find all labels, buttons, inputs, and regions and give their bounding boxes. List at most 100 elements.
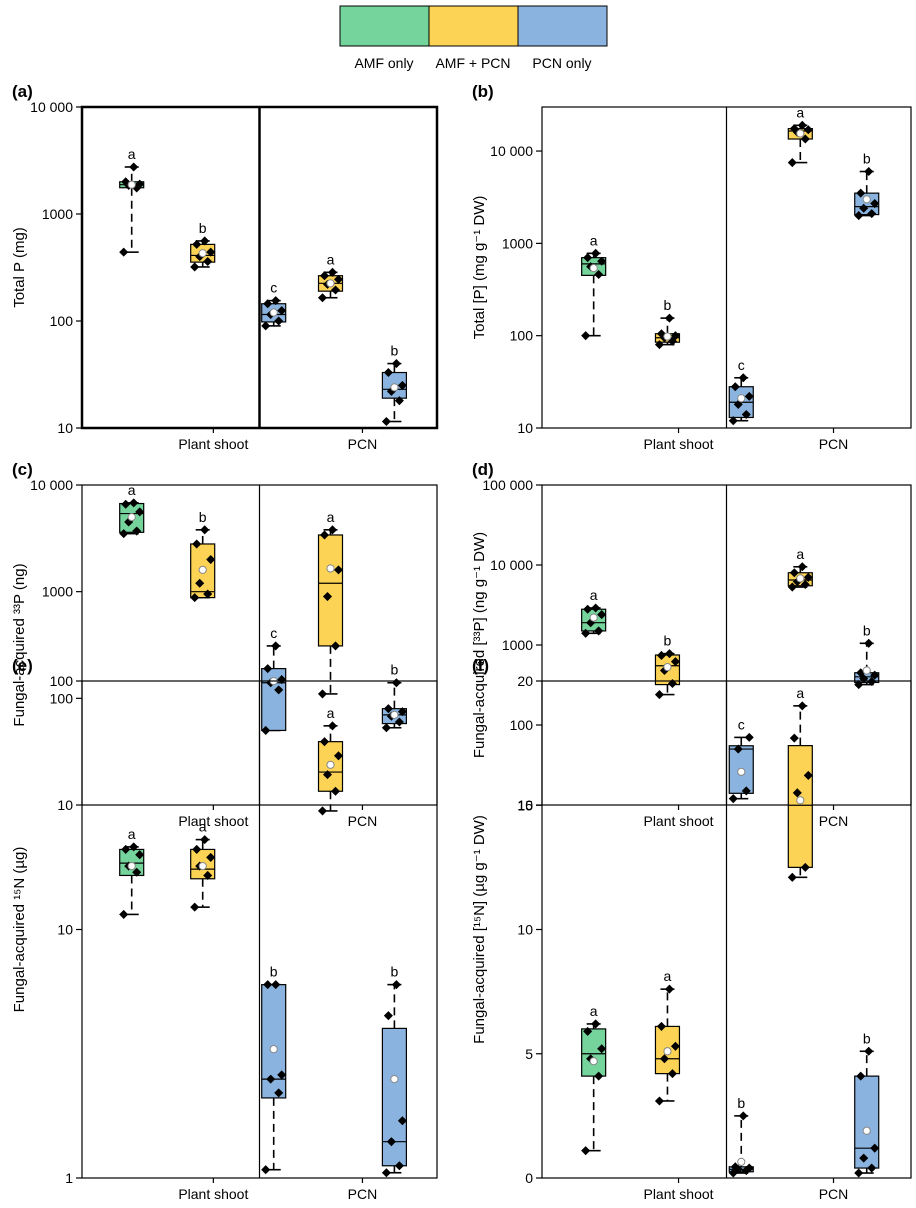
mean-marker xyxy=(589,263,598,273)
box-body xyxy=(381,1027,407,1167)
data-point xyxy=(728,794,738,804)
data-point xyxy=(591,603,601,613)
box-pcn-only-pcn: b xyxy=(381,662,407,733)
data-point xyxy=(190,262,200,272)
data-point xyxy=(381,416,391,427)
significance-letter: b xyxy=(863,1030,871,1046)
box-pcn-only-shoot: c xyxy=(728,357,754,426)
data-point xyxy=(261,725,271,735)
data-point xyxy=(854,1168,864,1178)
significance-letter: b xyxy=(737,1095,745,1111)
data-point xyxy=(664,984,674,994)
data-point xyxy=(129,498,139,508)
mean-marker xyxy=(127,180,136,189)
y-tick-label: 1000 xyxy=(502,235,533,251)
x-tick-label: PCN xyxy=(819,1186,849,1202)
data-point xyxy=(277,675,287,685)
significance-letter: c xyxy=(270,625,277,641)
data-point xyxy=(594,626,604,636)
x-tick-label: Plant shoot xyxy=(643,436,713,452)
data-point xyxy=(741,786,751,796)
data-point xyxy=(870,199,880,209)
mean-marker xyxy=(862,1126,871,1135)
data-point xyxy=(391,980,401,990)
data-point xyxy=(654,340,664,350)
data-point xyxy=(200,835,210,845)
y-tick-label: 100 000 xyxy=(482,477,533,493)
mean-marker xyxy=(390,383,399,392)
box-amf-pcn-pcn: a xyxy=(317,705,344,816)
y-tick-label: 1000 xyxy=(502,637,533,653)
legend-swatch-pcn-only xyxy=(517,5,608,47)
data-point xyxy=(854,211,864,221)
y-axis-label: Fungal-acquired ¹⁵N (µg) xyxy=(11,847,28,1013)
x-tick-label: PCN xyxy=(348,813,378,829)
mean-marker xyxy=(862,666,871,675)
data-point xyxy=(792,788,802,798)
x-tick-label: Plant shoot xyxy=(178,813,248,829)
data-point xyxy=(654,690,664,700)
y-tick-label: 20 xyxy=(517,673,533,689)
panel-c: 10 100 1000 10 000 Plant shoot PCN Fungal-acqu… xyxy=(11,460,438,829)
box-body xyxy=(854,1075,880,1169)
y-tick-label: 15 xyxy=(517,797,533,813)
y-tick-label: 10 xyxy=(57,922,73,938)
data-point xyxy=(319,530,330,540)
x-tick-label: Plant shoot xyxy=(643,1186,713,1202)
mean-marker xyxy=(127,513,136,522)
data-point xyxy=(864,638,874,648)
data-point xyxy=(319,737,330,747)
data-point xyxy=(381,1168,391,1178)
mean-marker xyxy=(663,1047,672,1056)
box-pcn-only-shoot: c xyxy=(728,716,754,804)
data-point xyxy=(864,1046,874,1056)
box-amf-pcn-shoot: b xyxy=(190,509,216,603)
data-point xyxy=(800,862,810,872)
mean-marker xyxy=(127,861,136,871)
significance-letter: b xyxy=(199,509,207,525)
significance-letter: b xyxy=(863,151,871,167)
box-amf-pcn-pcn: a xyxy=(787,546,813,592)
data-point xyxy=(738,1111,748,1121)
data-point xyxy=(190,902,200,912)
box-pcn-only-pcn: b xyxy=(854,1030,880,1178)
data-point xyxy=(664,313,674,323)
data-point xyxy=(597,1044,607,1054)
box-pcn-only-pcn: b xyxy=(854,151,880,221)
box-amf-only-shoot: a xyxy=(581,1003,607,1156)
panel-b: 10 100 1000 10 000 Plant shoot PCN Total [P] (… xyxy=(471,82,912,452)
significance-letter: a xyxy=(128,146,136,162)
data-point xyxy=(738,373,748,383)
data-point xyxy=(206,247,216,257)
box-amf-only-shoot: a xyxy=(119,826,145,919)
y-tick-label: 0 xyxy=(525,1170,533,1186)
y-axis-label: Fungal-acquired ³³P (ng) xyxy=(11,563,28,726)
data-point xyxy=(789,733,799,743)
data-point xyxy=(119,909,129,919)
data-point xyxy=(383,1011,393,1021)
data-point xyxy=(583,1026,593,1036)
data-point xyxy=(591,248,601,258)
y-axis-label: Fungal-acquired [³³P] (ng g⁻¹ DW) xyxy=(471,532,488,758)
box-amf-only-shoot: a xyxy=(581,587,607,638)
data-point xyxy=(870,670,880,680)
x-tick-label: Plant shoot xyxy=(178,436,248,452)
data-point xyxy=(203,589,213,599)
data-point xyxy=(656,650,666,660)
y-tick-label: 10 000 xyxy=(30,99,73,115)
significance-letter: c xyxy=(738,357,745,373)
data-point xyxy=(664,649,674,659)
data-point xyxy=(330,641,341,651)
significance-letter: b xyxy=(664,297,672,313)
box-pcn-only-pcn: b xyxy=(854,622,880,690)
box-body xyxy=(317,534,344,647)
data-point xyxy=(670,657,680,667)
x-tick-label: PCN xyxy=(819,436,849,452)
legend-label-amf-pcn: AMF + PCN xyxy=(435,55,510,71)
y-tick-label: 1000 xyxy=(42,584,73,600)
data-point xyxy=(381,723,391,733)
y-axis-label: Fungal-acquired [¹⁵N] (µg g⁻¹ DW) xyxy=(471,815,488,1044)
data-point xyxy=(322,770,333,780)
